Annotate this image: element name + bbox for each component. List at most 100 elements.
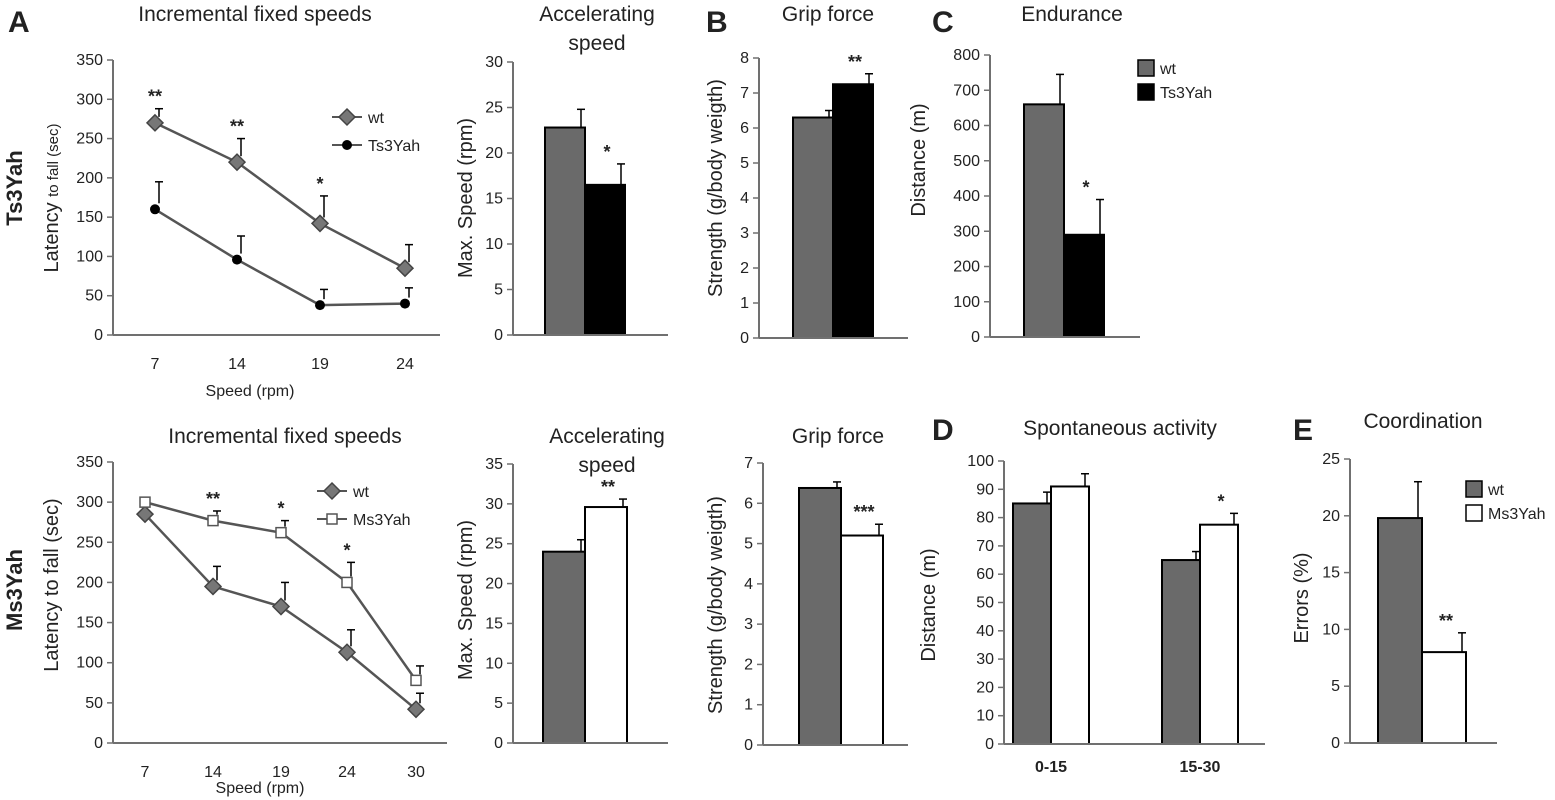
bar-ms3yah bbox=[1050, 485, 1090, 745]
y-tick-label: 0 bbox=[971, 329, 980, 346]
data-point-wt bbox=[227, 153, 247, 172]
y-tick-label: 50 bbox=[85, 695, 103, 712]
bar-ts3yah bbox=[832, 83, 874, 339]
data-point-wt bbox=[271, 597, 291, 616]
bar-ms3yah bbox=[1199, 523, 1239, 745]
y-tick-label: 4 bbox=[744, 576, 753, 593]
legend-swatch-wt bbox=[1465, 480, 1483, 498]
y-tick-label: 10 bbox=[485, 655, 503, 672]
y-tick-label: 0 bbox=[94, 735, 103, 752]
y-axis-label: Strength (g/body weigth) bbox=[705, 496, 727, 714]
y-tick-label: 400 bbox=[953, 188, 980, 205]
bar-ms3yah bbox=[584, 506, 628, 744]
y-tick-label: 20 bbox=[976, 679, 994, 696]
y-tick-label: 20 bbox=[485, 145, 503, 162]
legend-marker-ms3yah bbox=[326, 513, 338, 525]
legend-label-wt: wt bbox=[1159, 61, 1177, 78]
legend-marker-wt bbox=[337, 107, 357, 127]
bar-wt bbox=[1161, 559, 1201, 745]
data-point-ms3yah bbox=[139, 496, 151, 508]
y-tick-label: 350 bbox=[76, 52, 103, 69]
y-tick-label: 200 bbox=[953, 259, 980, 276]
legend-label-ts3yah: Ts3Yah bbox=[1160, 85, 1212, 102]
significance-label: * bbox=[316, 174, 323, 194]
panel-letter-c: C bbox=[932, 6, 954, 39]
y-axis-label: Latency to fall (sec) bbox=[41, 498, 63, 671]
x-tick-label: 7 bbox=[151, 356, 160, 373]
significance-label: ** bbox=[206, 489, 220, 509]
y-tick-label: 150 bbox=[76, 209, 103, 226]
data-point-ts3yah bbox=[315, 300, 325, 311]
chart-title: speed bbox=[568, 32, 625, 55]
y-tick-label: 30 bbox=[485, 54, 503, 71]
chart-title: Incremental fixed speeds bbox=[138, 3, 371, 26]
y-tick-label: 50 bbox=[976, 595, 994, 612]
chart-title: speed bbox=[578, 454, 635, 477]
chart-ts-incremental: Incremental fixed speeds Latency to fall … bbox=[41, 3, 440, 400]
y-tick-label: 90 bbox=[976, 481, 994, 498]
y-tick-label: 250 bbox=[76, 534, 103, 551]
legend-label-wt: wt bbox=[1487, 482, 1505, 499]
bar-wt bbox=[1012, 502, 1052, 746]
significance-label: * bbox=[1217, 491, 1224, 511]
y-axis-label: Max. Speed (rpm) bbox=[455, 520, 477, 680]
y-axis-label: Errors (%) bbox=[1291, 552, 1313, 643]
y-tick-label: 80 bbox=[976, 510, 994, 527]
y-tick-label: 300 bbox=[953, 223, 980, 240]
data-point-ts3yah bbox=[150, 204, 160, 215]
x-axis-label: Speed (rpm) bbox=[206, 383, 295, 400]
legend-swatch-ms3yah bbox=[1465, 504, 1483, 522]
y-tick-label: 2 bbox=[744, 656, 753, 673]
y-tick-label: 25 bbox=[485, 100, 503, 117]
y-tick-label: 10 bbox=[485, 236, 503, 253]
y-tick-label: 7 bbox=[744, 455, 753, 472]
chart-ts-accelerating: Accelerating speed Max. Speed (rpm) * 0 5 10 15… bbox=[455, 3, 668, 344]
y-tick-label: 600 bbox=[953, 118, 980, 135]
bar-ms3yah bbox=[840, 534, 884, 746]
chart-title: Incremental fixed speeds bbox=[168, 425, 401, 448]
y-tick-label: 1 bbox=[740, 295, 749, 312]
x-tick-label: 19 bbox=[272, 764, 290, 781]
y-tick-label: 15 bbox=[485, 191, 503, 208]
legend-label-wt: wt bbox=[367, 110, 385, 127]
y-tick-label: 40 bbox=[976, 623, 994, 640]
y-tick-label: 300 bbox=[76, 91, 103, 108]
y-tick-label: 700 bbox=[953, 82, 980, 99]
y-tick-label: 0 bbox=[740, 330, 749, 347]
legend-label-wt: wt bbox=[352, 484, 370, 501]
series-line-ts3yah bbox=[154, 208, 406, 307]
bar-ts3yah bbox=[584, 183, 626, 336]
y-tick-label: 10 bbox=[1322, 621, 1340, 638]
legend-marker-wt bbox=[322, 481, 342, 501]
panel-letter-d: D bbox=[932, 414, 954, 447]
y-tick-label: 25 bbox=[1322, 451, 1340, 468]
significance-label: ** bbox=[1439, 611, 1453, 631]
chart-title: Coordination bbox=[1363, 410, 1482, 433]
x-tick-label: 24 bbox=[396, 356, 414, 373]
data-point-ms3yah bbox=[275, 526, 287, 539]
y-tick-label: 100 bbox=[76, 655, 103, 672]
y-tick-label: 8 bbox=[740, 50, 749, 67]
bar-wt bbox=[1377, 517, 1423, 745]
x-tick-label: 24 bbox=[338, 764, 356, 781]
data-point-wt bbox=[145, 113, 165, 132]
bar-ms3yah bbox=[1421, 651, 1467, 744]
x-tick-label: 14 bbox=[228, 356, 246, 373]
data-point-ms3yah bbox=[410, 674, 422, 687]
y-tick-label: 5 bbox=[744, 536, 753, 553]
panel-letter-b: B bbox=[706, 6, 728, 39]
y-tick-label: 7 bbox=[740, 85, 749, 102]
chart-ts-endurance: Endurance Distance (m) * 0 100 200 300 400 500 60… bbox=[908, 3, 1212, 346]
y-axis-label: Latency to fall (sec) bbox=[41, 124, 63, 273]
y-tick-label: 100 bbox=[76, 248, 103, 265]
y-tick-label: 0 bbox=[94, 327, 103, 344]
y-tick-label: 4 bbox=[740, 190, 749, 207]
y-tick-label: 200 bbox=[76, 574, 103, 591]
row-label-ts3yah: Ts3Yah bbox=[2, 150, 27, 225]
chart-title: Endurance bbox=[1021, 3, 1123, 26]
y-tick-label: 60 bbox=[976, 566, 994, 583]
data-point-wt bbox=[203, 577, 223, 596]
x-tick-label: 14 bbox=[204, 764, 222, 781]
y-tick-label: 0 bbox=[1331, 735, 1340, 752]
x-tick-label: 7 bbox=[141, 764, 150, 781]
